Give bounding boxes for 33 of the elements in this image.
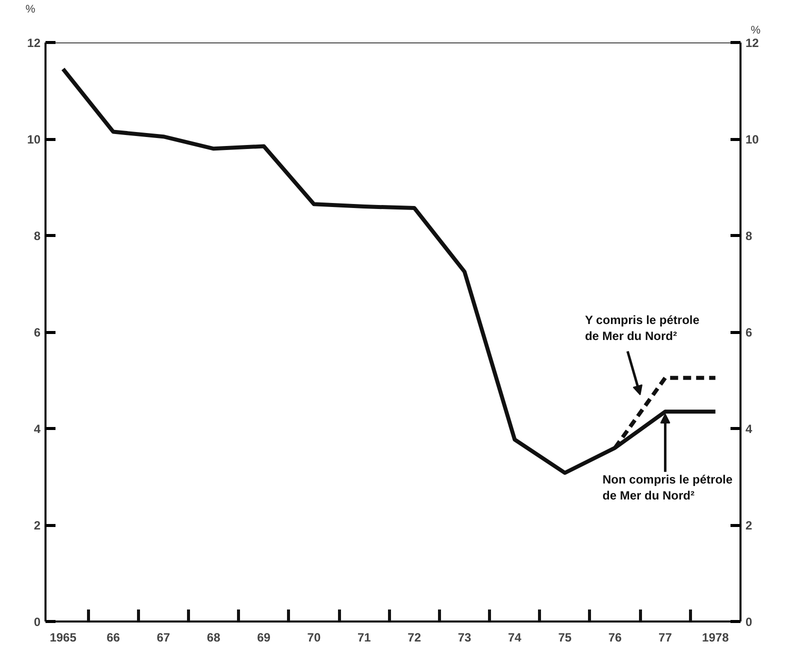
y-tick-label: 4 (34, 422, 41, 436)
x-tick-label: 77 (658, 630, 672, 644)
x-tick-label: 69 (257, 630, 271, 644)
x-tick-label: 72 (408, 630, 422, 644)
x-tick-label: 1965 (50, 630, 77, 644)
x-tick-label: 70 (307, 630, 321, 644)
text: Y compris le pétrole de Mer du Nord² (584, 313, 700, 344)
x-tick-label: 75 (558, 630, 572, 644)
x-tick-label: 68 (206, 630, 221, 644)
y-tick-label: 6 (34, 326, 41, 340)
y-tick-label: 12 (27, 36, 41, 50)
x-tick-label: 76 (608, 630, 622, 644)
y-tick-label: 2 (34, 518, 41, 532)
x-tick-label: 74 (508, 630, 522, 644)
y-axis-title: % (26, 4, 36, 16)
series-label: Non compris le pétrole de Mer du Nord² (602, 472, 733, 502)
y-tick-label: 8 (34, 229, 41, 243)
y2-tick-label: 2 (746, 518, 752, 532)
x-tick-label: 71 (357, 630, 372, 644)
y2-tick-label: 12 (746, 36, 760, 50)
x-tick-label: 1978 (702, 630, 730, 644)
y2-axis-title: % (750, 24, 761, 36)
y2-tick-label: 10 (746, 132, 760, 146)
y-tick-label: 0 (34, 615, 41, 629)
y2-tick-label: 8 (746, 229, 752, 243)
y2-tick-label: 6 (746, 326, 752, 340)
y-tick-label: 10 (27, 132, 41, 146)
y2-tick-label: 0 (746, 615, 752, 629)
x-tick-label: 66 (106, 630, 120, 644)
x-tick-label: 67 (156, 630, 170, 644)
line-series (61, 67, 718, 475)
y2-tick-label: 4 (746, 422, 752, 436)
x-tick-label: 73 (458, 630, 472, 644)
